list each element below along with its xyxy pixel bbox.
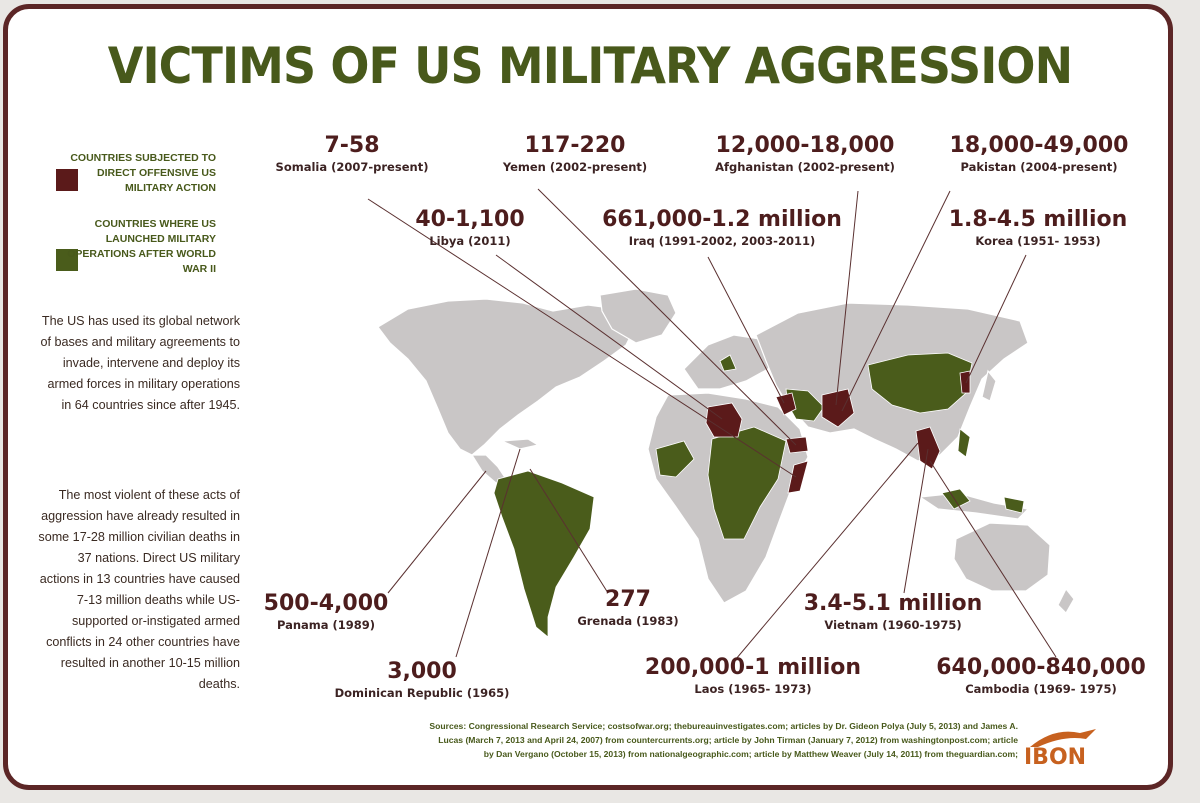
- operations-countries: [493, 352, 1025, 638]
- region-central-africa: [707, 426, 787, 540]
- region-indonesia: [941, 488, 971, 510]
- leader-yemen: [537, 188, 797, 446]
- ibon-logo-text: IBON: [1024, 745, 1087, 770]
- region-vietnam-laos-cambodia: [915, 426, 941, 470]
- casualty-country-libya: Libya (2011): [429, 234, 511, 248]
- casualty-value-cambodia: 640,000-840,000: [936, 655, 1146, 680]
- casualty-country-grenada: Grenada (1983): [577, 614, 679, 628]
- casualty-value-libya: 40-1,100: [415, 207, 525, 232]
- region-iraq: [775, 392, 797, 416]
- casualty-label-iraq: 661,000-1.2 million Iraq (1991-2002, 200…: [594, 207, 850, 249]
- casualty-country-yemen: Yemen (2002-present): [502, 160, 648, 174]
- casualty-label-vietnam: 3.4-5.1 million Vietnam (1960-1975): [798, 591, 988, 633]
- casualty-value-dominican-republic: 3,000: [387, 659, 457, 684]
- leader-pakistan: [841, 190, 951, 412]
- ibon-logo: IBON: [1024, 725, 1104, 773]
- casualty-label-libya: 40-1,100 Libya (2011): [400, 207, 540, 249]
- casualty-label-afghanistan: 12,000-18,000 Afghanistan (2002-present): [698, 133, 912, 175]
- leader-afghanistan: [835, 190, 859, 406]
- statistics-text: The most violent of these acts of aggres…: [38, 488, 240, 691]
- landmass-north-america: [377, 298, 637, 456]
- region-yemen: [785, 436, 809, 454]
- casualty-value-somalia: 7-58: [324, 133, 380, 158]
- casualty-country-cambodia: Cambodia (1969- 1975): [965, 682, 1117, 696]
- region-new-guinea: [1003, 496, 1025, 514]
- region-philippines: [957, 428, 971, 458]
- landmass-japan: [981, 369, 997, 402]
- casualty-label-yemen: 117-220 Yemen (2002-present): [482, 133, 668, 175]
- region-afghanistan-pakistan: [821, 388, 855, 428]
- casualty-country-somalia: Somalia (2007-present): [275, 160, 429, 174]
- leader-korea: [965, 254, 1027, 384]
- leader-libya: [495, 254, 723, 420]
- region-korea: [959, 370, 971, 394]
- ibon-logo-mark: [1030, 729, 1096, 747]
- casualty-label-dominican-republic: 3,000 Dominican Republic (1965): [312, 659, 532, 701]
- region-somalia: [787, 460, 809, 494]
- casualty-value-vietnam: 3.4-5.1 million: [803, 591, 983, 616]
- leader-somalia: [367, 198, 797, 478]
- leader-dominican-republic: [455, 448, 521, 658]
- world-map: [367, 188, 1075, 660]
- leader-laos: [735, 442, 919, 660]
- casualty-country-iraq: Iraq (1991-2002, 2003-2011): [628, 234, 816, 248]
- landmass-greenland: [599, 288, 677, 344]
- leader-iraq: [707, 256, 785, 404]
- intro-text: The US has used its global network of ba…: [40, 314, 240, 412]
- legend-swatch-operations: [56, 249, 78, 271]
- region-south-america: [493, 470, 595, 638]
- leader-grenada: [529, 468, 609, 594]
- landmass-australia: [953, 522, 1051, 592]
- leader-vietnam: [903, 448, 929, 594]
- poster-title: VICTIMS OF US MILITARY AGGRESSION: [107, 37, 1073, 95]
- casualty-country-vietnam: Vietnam (1960-1975): [824, 618, 962, 632]
- casualty-value-korea: 1.8-4.5 million: [948, 207, 1128, 232]
- casualty-country-afghanistan: Afghanistan (2002-present): [715, 160, 895, 174]
- region-west-africa: [655, 440, 695, 478]
- casualty-label-laos: 200,000-1 million Laos (1965- 1973): [638, 655, 868, 697]
- direct-action-countries: [705, 370, 971, 494]
- legend-swatch-direct-action: [56, 169, 78, 191]
- region-libya: [705, 402, 743, 438]
- casualty-country-laos: Laos (1965- 1973): [694, 682, 812, 696]
- casualty-value-afghanistan: 12,000-18,000: [715, 133, 895, 158]
- landmass-caribbean: [501, 438, 540, 450]
- casualty-label-korea: 1.8-4.5 million Korea (1951- 1953): [938, 207, 1138, 249]
- region-china: [867, 352, 973, 414]
- casualty-value-laos: 200,000-1 million: [644, 655, 862, 680]
- casualty-value-pakistan: 18,000-49,000: [949, 133, 1129, 158]
- casualty-label-cambodia: 640,000-840,000 Cambodia (1969- 1975): [928, 655, 1154, 697]
- casualty-country-korea: Korea (1951- 1953): [975, 234, 1101, 248]
- leader-panama: [387, 470, 487, 594]
- casualty-label-grenada: 277 Grenada (1983): [568, 587, 688, 629]
- casualty-country-dominican-republic: Dominican Republic (1965): [334, 686, 510, 700]
- casualty-country-panama: Panama (1989): [276, 618, 376, 632]
- legend-label-operations: COUNTRIES WHERE US LAUNCHED MILITARY OPE…: [67, 218, 216, 275]
- casualty-country-pakistan: Pakistan (2004-present): [960, 160, 1118, 174]
- sources-text: Sources: Congressional Research Service;…: [429, 721, 1018, 759]
- landmass-new-zealand: [1057, 587, 1075, 614]
- poster-frame: VICTIMS OF US MILITARY AGGRESSION COUNTR…: [3, 4, 1173, 790]
- casualty-label-pakistan: 18,000-49,000 Pakistan (2004-present): [940, 133, 1138, 175]
- region-balkans: [719, 354, 737, 372]
- casualty-value-yemen: 117-220: [524, 133, 626, 158]
- casualty-value-iraq: 661,000-1.2 million: [602, 207, 842, 232]
- casualty-value-panama: 500-4,000: [263, 591, 389, 616]
- leader-lines: [367, 188, 1057, 660]
- casualty-label-panama: 500-4,000 Panama (1989): [252, 591, 400, 633]
- legend-label-direct-action: COUNTRIES SUBJECTED TO DIRECT OFFENSIVE …: [70, 152, 216, 194]
- leader-cambodia: [929, 460, 1057, 658]
- casualty-label-somalia: 7-58 Somalia (2007-present): [254, 133, 450, 175]
- casualty-value-grenada: 277: [605, 587, 651, 612]
